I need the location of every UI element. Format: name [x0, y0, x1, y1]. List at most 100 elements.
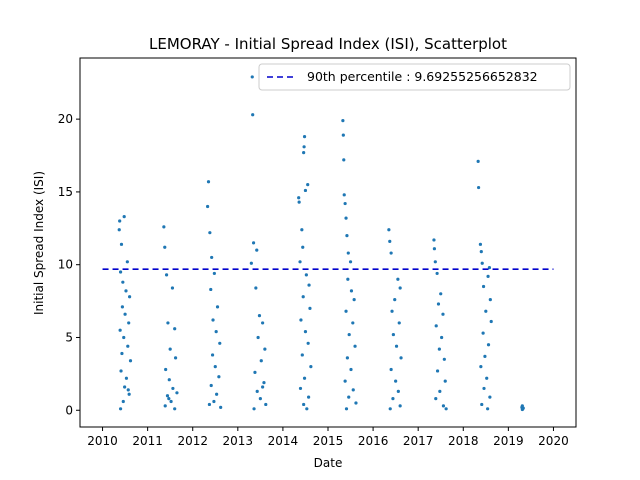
data-point	[307, 395, 311, 399]
data-point	[389, 367, 393, 372]
x-tick-label: 2014	[268, 434, 299, 448]
data-point	[164, 273, 169, 277]
data-point	[486, 407, 490, 411]
data-point	[477, 185, 481, 190]
data-point	[255, 389, 259, 393]
data-point	[343, 379, 347, 383]
data-point	[256, 335, 260, 340]
data-point	[250, 75, 254, 79]
data-point	[169, 399, 173, 404]
data-point	[128, 359, 133, 363]
data-point	[301, 295, 305, 299]
data-point	[352, 298, 356, 302]
data-point	[347, 395, 351, 399]
data-point	[387, 228, 391, 232]
data-point	[167, 397, 171, 401]
data-point	[263, 347, 267, 351]
data-point	[166, 321, 170, 325]
data-point	[353, 344, 357, 348]
data-point	[307, 283, 311, 287]
chart-title: LEMORAY - Initial Spread Index (ISI), Sc…	[149, 35, 507, 53]
data-point	[301, 245, 305, 249]
legend-box	[258, 63, 571, 91]
data-point	[122, 215, 126, 219]
data-point	[163, 245, 167, 249]
plot-frame	[79, 57, 577, 428]
data-point	[206, 180, 211, 184]
data-point	[354, 401, 358, 405]
data-point	[440, 335, 444, 340]
data-point	[118, 328, 122, 332]
y-axis-ticks: 0 5 10 15 20	[58, 112, 80, 417]
data-point	[437, 347, 441, 351]
data-point	[309, 364, 313, 369]
data-point	[434, 397, 438, 401]
data-point	[127, 392, 131, 396]
y-tick-label: 15	[58, 185, 73, 199]
data-point	[219, 405, 223, 409]
data-point	[346, 277, 350, 281]
data-point	[206, 204, 210, 209]
data-point	[481, 284, 486, 289]
data-point	[300, 228, 304, 232]
data-point	[398, 404, 402, 408]
data-point	[303, 188, 308, 193]
data-point	[304, 273, 308, 277]
data-point	[302, 402, 306, 407]
data-point	[257, 314, 262, 318]
data-point	[476, 159, 480, 163]
data-point	[432, 247, 437, 251]
data-point	[482, 386, 486, 391]
data-point	[394, 344, 399, 348]
data-point	[520, 404, 524, 408]
data-point	[486, 343, 491, 347]
data-point	[212, 399, 216, 404]
data-point	[123, 312, 127, 316]
data-point	[434, 324, 438, 328]
data-point	[117, 228, 121, 232]
data-point	[258, 397, 262, 401]
data-point	[167, 378, 171, 382]
data-point	[168, 347, 172, 351]
data-point	[341, 118, 345, 123]
x-tick-label: 2015	[313, 434, 344, 448]
x-tick-label: 2017	[403, 434, 434, 448]
y-tick-label: 0	[65, 403, 73, 417]
data-point	[397, 321, 401, 325]
x-tick-label: 2020	[538, 434, 569, 448]
data-point	[391, 397, 395, 401]
x-tick-label: 2019	[493, 434, 524, 448]
data-point	[305, 407, 309, 411]
data-point	[349, 289, 354, 293]
data-point	[162, 225, 166, 229]
y-tick-label: 10	[58, 258, 73, 272]
data-point	[120, 351, 124, 356]
data-point	[215, 392, 219, 396]
data-point	[207, 402, 212, 407]
data-point	[488, 395, 492, 399]
data-point	[486, 274, 490, 278]
data-point	[299, 318, 303, 322]
data-point	[261, 385, 265, 389]
data-point	[489, 319, 493, 324]
data-point	[252, 241, 256, 245]
data-point	[438, 389, 442, 393]
data-point	[435, 369, 440, 373]
data-point	[346, 251, 350, 255]
data-point	[261, 321, 265, 325]
x-tick-label: 2018	[448, 434, 479, 448]
data-point	[390, 309, 394, 313]
data-point	[218, 341, 222, 345]
x-tick-label: 2011	[132, 434, 163, 448]
data-point	[171, 386, 175, 391]
data-point	[127, 321, 131, 325]
data-point	[485, 376, 489, 380]
data-point	[351, 321, 355, 325]
data-point	[173, 356, 178, 360]
data-point	[210, 353, 215, 357]
data-point	[488, 298, 492, 302]
data-point	[436, 302, 441, 306]
data-point	[342, 193, 346, 197]
data-point	[344, 309, 348, 313]
data-point	[303, 330, 308, 334]
